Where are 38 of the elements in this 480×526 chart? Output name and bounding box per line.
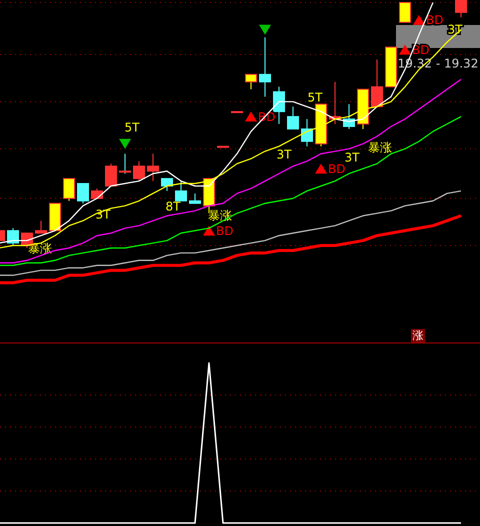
candlestick xyxy=(161,178,173,192)
annotation: 5T xyxy=(308,90,324,104)
candlestick xyxy=(7,228,19,246)
point xyxy=(203,226,215,236)
candlestick xyxy=(287,106,299,130)
series-label: BD xyxy=(216,224,234,238)
point xyxy=(413,14,425,25)
text: BD xyxy=(426,13,444,28)
annotation: 3T xyxy=(344,150,360,164)
candlestick xyxy=(259,36,271,98)
candlestick xyxy=(133,160,145,182)
annotation: 8T xyxy=(166,199,182,214)
candlestick xyxy=(245,74,257,90)
point xyxy=(119,138,131,149)
candlestick xyxy=(119,153,131,174)
candlestick xyxy=(301,118,313,147)
point xyxy=(399,44,411,55)
candlestick xyxy=(455,0,467,18)
text: BD xyxy=(328,162,346,176)
candlestick xyxy=(77,183,89,204)
annotation: 暴涨 xyxy=(208,208,232,222)
point xyxy=(245,112,257,122)
candlestick xyxy=(273,86,285,124)
candlestick xyxy=(189,192,201,204)
candlestick xyxy=(399,2,411,23)
candlestick xyxy=(35,220,47,234)
text: 涨 xyxy=(412,329,424,342)
point xyxy=(315,164,327,174)
annotation: 3T xyxy=(276,147,292,162)
point xyxy=(259,24,271,35)
annotation: 暴涨 xyxy=(368,140,392,154)
candlestick xyxy=(147,153,159,182)
candlestick xyxy=(175,180,187,202)
annotation: 3T xyxy=(448,22,464,36)
annotation: 5T xyxy=(124,120,140,134)
candlestick xyxy=(105,163,117,186)
candlestick xyxy=(63,178,75,202)
candlestick xyxy=(371,59,383,108)
